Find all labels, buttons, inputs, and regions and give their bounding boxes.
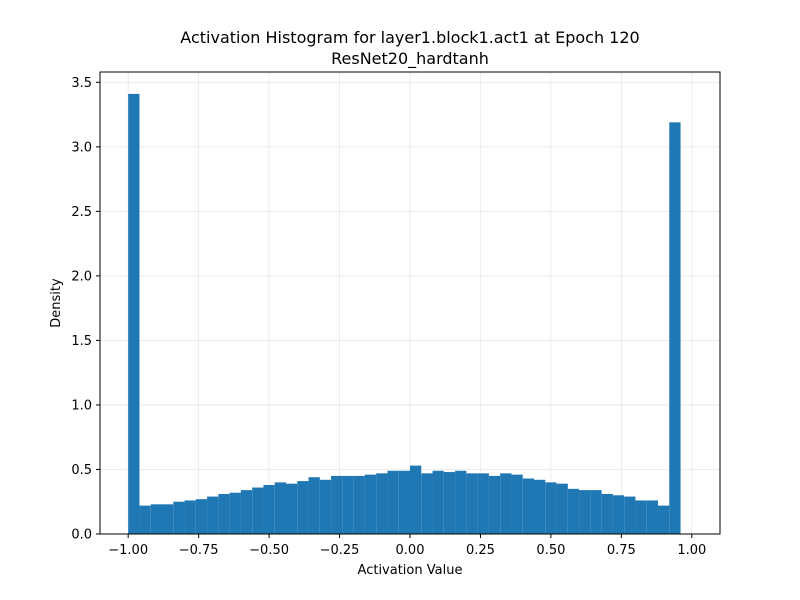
histogram-bar [432,470,444,534]
histogram-bar [173,501,185,534]
histogram-bar [387,470,399,534]
histogram-bar [184,500,196,534]
histogram-bar [658,505,670,534]
histogram-bar [195,499,208,534]
x-tick-label: 1.00 [677,543,706,558]
histogram-bar [421,473,433,534]
histogram-bar [590,490,602,534]
histogram-bar [229,492,241,534]
histogram-bar [624,496,636,534]
y-tick-label: 0.5 [71,463,92,478]
histogram-bar [376,473,388,534]
histogram-bar [353,475,365,534]
x-axis-label: Activation Value [358,563,463,578]
x-tick-label: 0.00 [396,543,425,558]
histogram-bar [150,504,162,534]
histogram-bar [669,122,681,535]
histogram-bar [455,470,467,534]
y-tick-label: 1.0 [71,398,92,413]
chart-subtitle: ResNet20_hardtanh [331,49,489,69]
x-tick-label: −0.25 [320,543,360,558]
histogram-bar [579,490,591,534]
histogram-bar [488,475,501,534]
x-tick-label: 0.50 [536,543,565,558]
y-tick-label: 3.0 [71,140,92,155]
histogram-bar [477,473,489,534]
histogram-bar [522,478,534,534]
histogram-bar [297,481,309,534]
histogram-bar [207,496,219,534]
x-tick-label: −0.50 [249,543,289,558]
y-tick-label: 0.0 [71,528,92,543]
histogram-bar [364,474,377,534]
histogram-bar [556,483,568,534]
histogram-bar [567,488,580,534]
histogram-bar [128,93,140,535]
histogram-bars [128,93,681,535]
x-tick-label: −0.75 [179,543,219,558]
histogram-bar [612,495,625,534]
x-tick-label: 0.25 [466,543,495,558]
histogram-bar [398,470,410,534]
histogram-bar [240,490,253,534]
y-tick-label: 1.5 [71,334,92,349]
histogram-bar [331,475,343,534]
y-axis-ticks: 0.0 0.5 1.0 1.5 2.0 2.5 3.0 3.5 [71,76,100,543]
histogram-bar [545,482,557,534]
x-axis-ticks: −1.00 −0.75 −0.50 −0.25 0.00 0.25 0.50 0.75 1.00 [108,534,706,558]
y-tick-label: 2.5 [71,205,92,220]
histogram-bar [635,500,647,534]
histogram-bar [286,483,298,534]
histogram-bar [139,505,151,534]
histogram-bar [218,493,230,534]
histogram-bar [500,473,512,534]
histogram-bar [308,477,320,534]
y-axis-label: Density [49,278,64,328]
histogram-bar [443,472,456,534]
x-tick-label: 0.75 [607,543,636,558]
histogram-bar [466,473,478,534]
y-tick-label: 2.0 [71,269,92,284]
histogram-bar [646,500,658,534]
chart-title: Activation Histogram for layer1.block1.a… [180,28,639,47]
histogram-bar [511,474,523,534]
histogram-bar [263,484,275,534]
histogram-bar [319,479,332,534]
histogram-bar [534,479,546,534]
histogram-bar [162,504,174,534]
histogram-bar [410,465,422,534]
x-tick-label: −1.00 [108,543,148,558]
histogram-bar [252,487,264,534]
histogram-bar [342,475,354,534]
histogram-bar [274,482,286,534]
histogram-bar [601,493,613,534]
y-tick-label: 3.5 [71,76,92,91]
